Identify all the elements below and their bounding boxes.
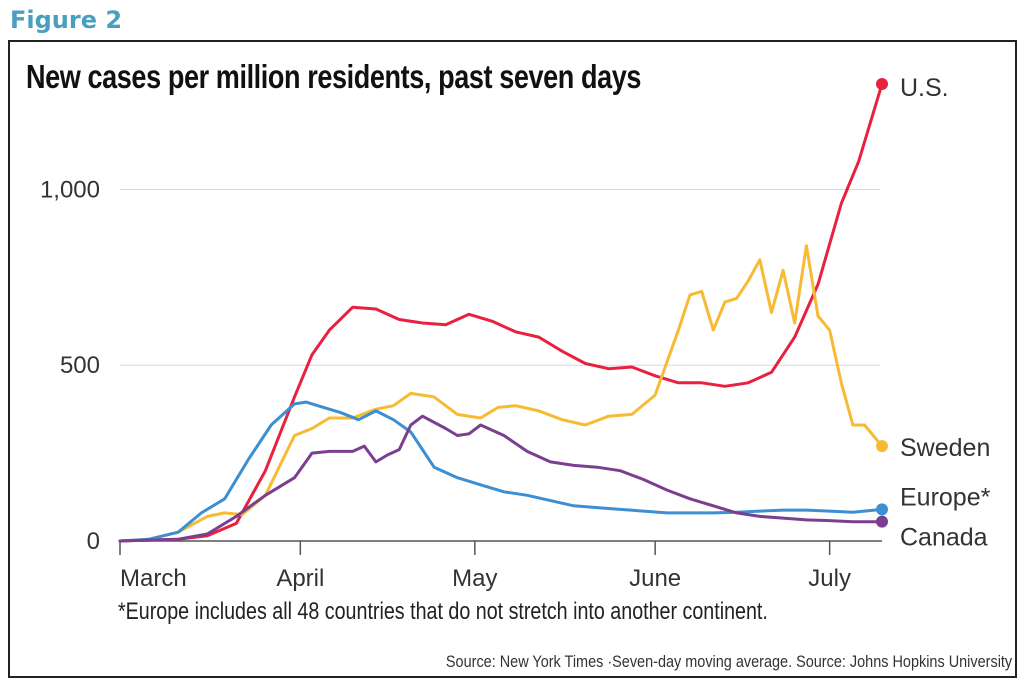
- series-end-dot-2: [876, 503, 888, 516]
- gridlines: [120, 188, 880, 366]
- series-label-2: Europe*: [900, 483, 991, 511]
- series-lines: [118, 78, 888, 543]
- series-line-0: [118, 82, 884, 543]
- series-line-2: [118, 400, 884, 543]
- x-tick-label-2: May: [452, 565, 497, 592]
- source-note: Source: New York Times ·Seven-day moving…: [445, 652, 1012, 671]
- series-end-dot-0: [876, 78, 888, 90]
- chart-frame: [8, 40, 1017, 678]
- series-label-3: Canada: [900, 524, 988, 552]
- footnote: *Europe includes all 48 countries that d…: [118, 598, 768, 625]
- series-label-1: Sweden: [900, 434, 990, 462]
- chart-title: New cases per million residents, past se…: [26, 58, 642, 95]
- x-tick-label-3: June: [629, 565, 681, 592]
- series-line-1: [118, 244, 884, 543]
- series-label-0: U.S.: [900, 74, 949, 102]
- x-tick-label-1: April: [276, 565, 324, 592]
- series-end-dot-1: [876, 440, 888, 453]
- series-line-3: [118, 414, 884, 543]
- y-tick-label-0: 0: [87, 528, 100, 555]
- series-labels: U.S. Sweden Europe* Canada: [900, 74, 991, 552]
- y-tick-label-1: 500: [60, 352, 100, 379]
- x-tick-label-0: March: [120, 565, 187, 592]
- series-end-dot-3: [876, 515, 888, 528]
- figure-label: Figure 2: [10, 6, 123, 34]
- axes: 0 500 1,000 March April May June July: [40, 176, 882, 592]
- y-tick-label-2: 1,000: [40, 176, 100, 203]
- x-tick-label-4: July: [808, 565, 851, 592]
